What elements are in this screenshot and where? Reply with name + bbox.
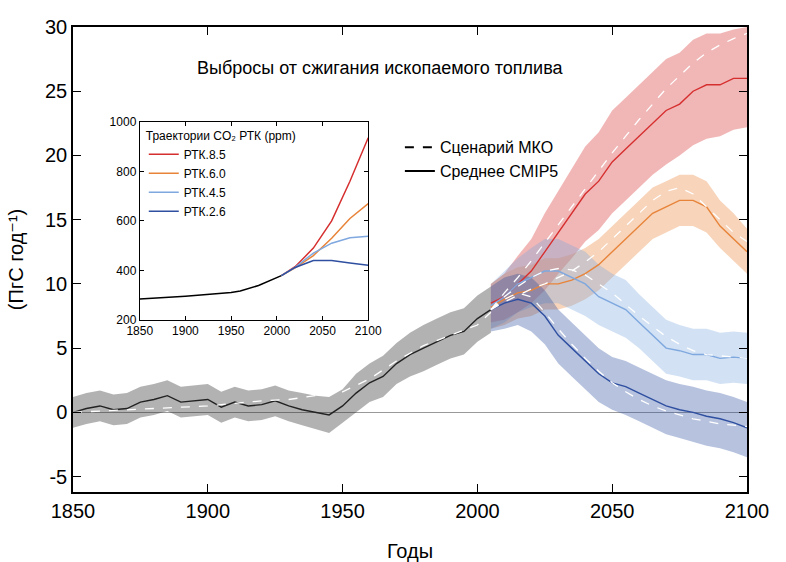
svg-text:(ПгС год⁻¹): (ПгС год⁻¹) [5,209,27,310]
svg-text:РТК.4.5: РТК.4.5 [184,186,226,200]
svg-text:30: 30 [45,16,67,38]
svg-text:Траектории CO₂ РТК (ppm): Траектории CO₂ РТК (ppm) [146,129,296,143]
svg-text:Сценарий МКО: Сценарий МКО [440,139,553,156]
svg-text:2100: 2100 [725,500,770,522]
svg-text:РТК.8.5: РТК.8.5 [184,148,226,162]
svg-text:2050: 2050 [309,324,336,338]
svg-text:5: 5 [56,337,67,359]
svg-text:1950: 1950 [218,324,245,338]
svg-text:2000: 2000 [455,500,500,522]
svg-text:20: 20 [45,144,67,166]
svg-text:-5: -5 [49,466,67,488]
svg-text:2000: 2000 [263,324,290,338]
svg-text:1000: 1000 [110,115,137,129]
svg-text:2100: 2100 [355,324,382,338]
svg-text:1950: 1950 [320,500,365,522]
svg-text:1850: 1850 [126,324,153,338]
svg-text:800: 800 [116,165,136,179]
svg-text:Выбросы от сжигания ископаемог: Выбросы от сжигания ископаемого топлива [197,58,563,78]
svg-text:15: 15 [45,209,67,231]
svg-text:РТК.2.6: РТК.2.6 [184,205,226,219]
svg-text:0: 0 [56,401,67,423]
svg-text:1900: 1900 [186,500,231,522]
svg-text:10: 10 [45,273,67,295]
svg-text:25: 25 [45,80,67,102]
svg-text:600: 600 [116,214,136,228]
svg-text:400: 400 [116,264,136,278]
svg-text:1900: 1900 [172,324,199,338]
svg-text:2050: 2050 [590,500,635,522]
svg-text:1850: 1850 [51,500,96,522]
svg-text:РТК.6.0: РТК.6.0 [184,167,226,181]
svg-text:200: 200 [116,313,136,327]
svg-text:Годы: Годы [387,540,433,562]
svg-text:Среднее CMIP5: Среднее CMIP5 [440,163,558,180]
